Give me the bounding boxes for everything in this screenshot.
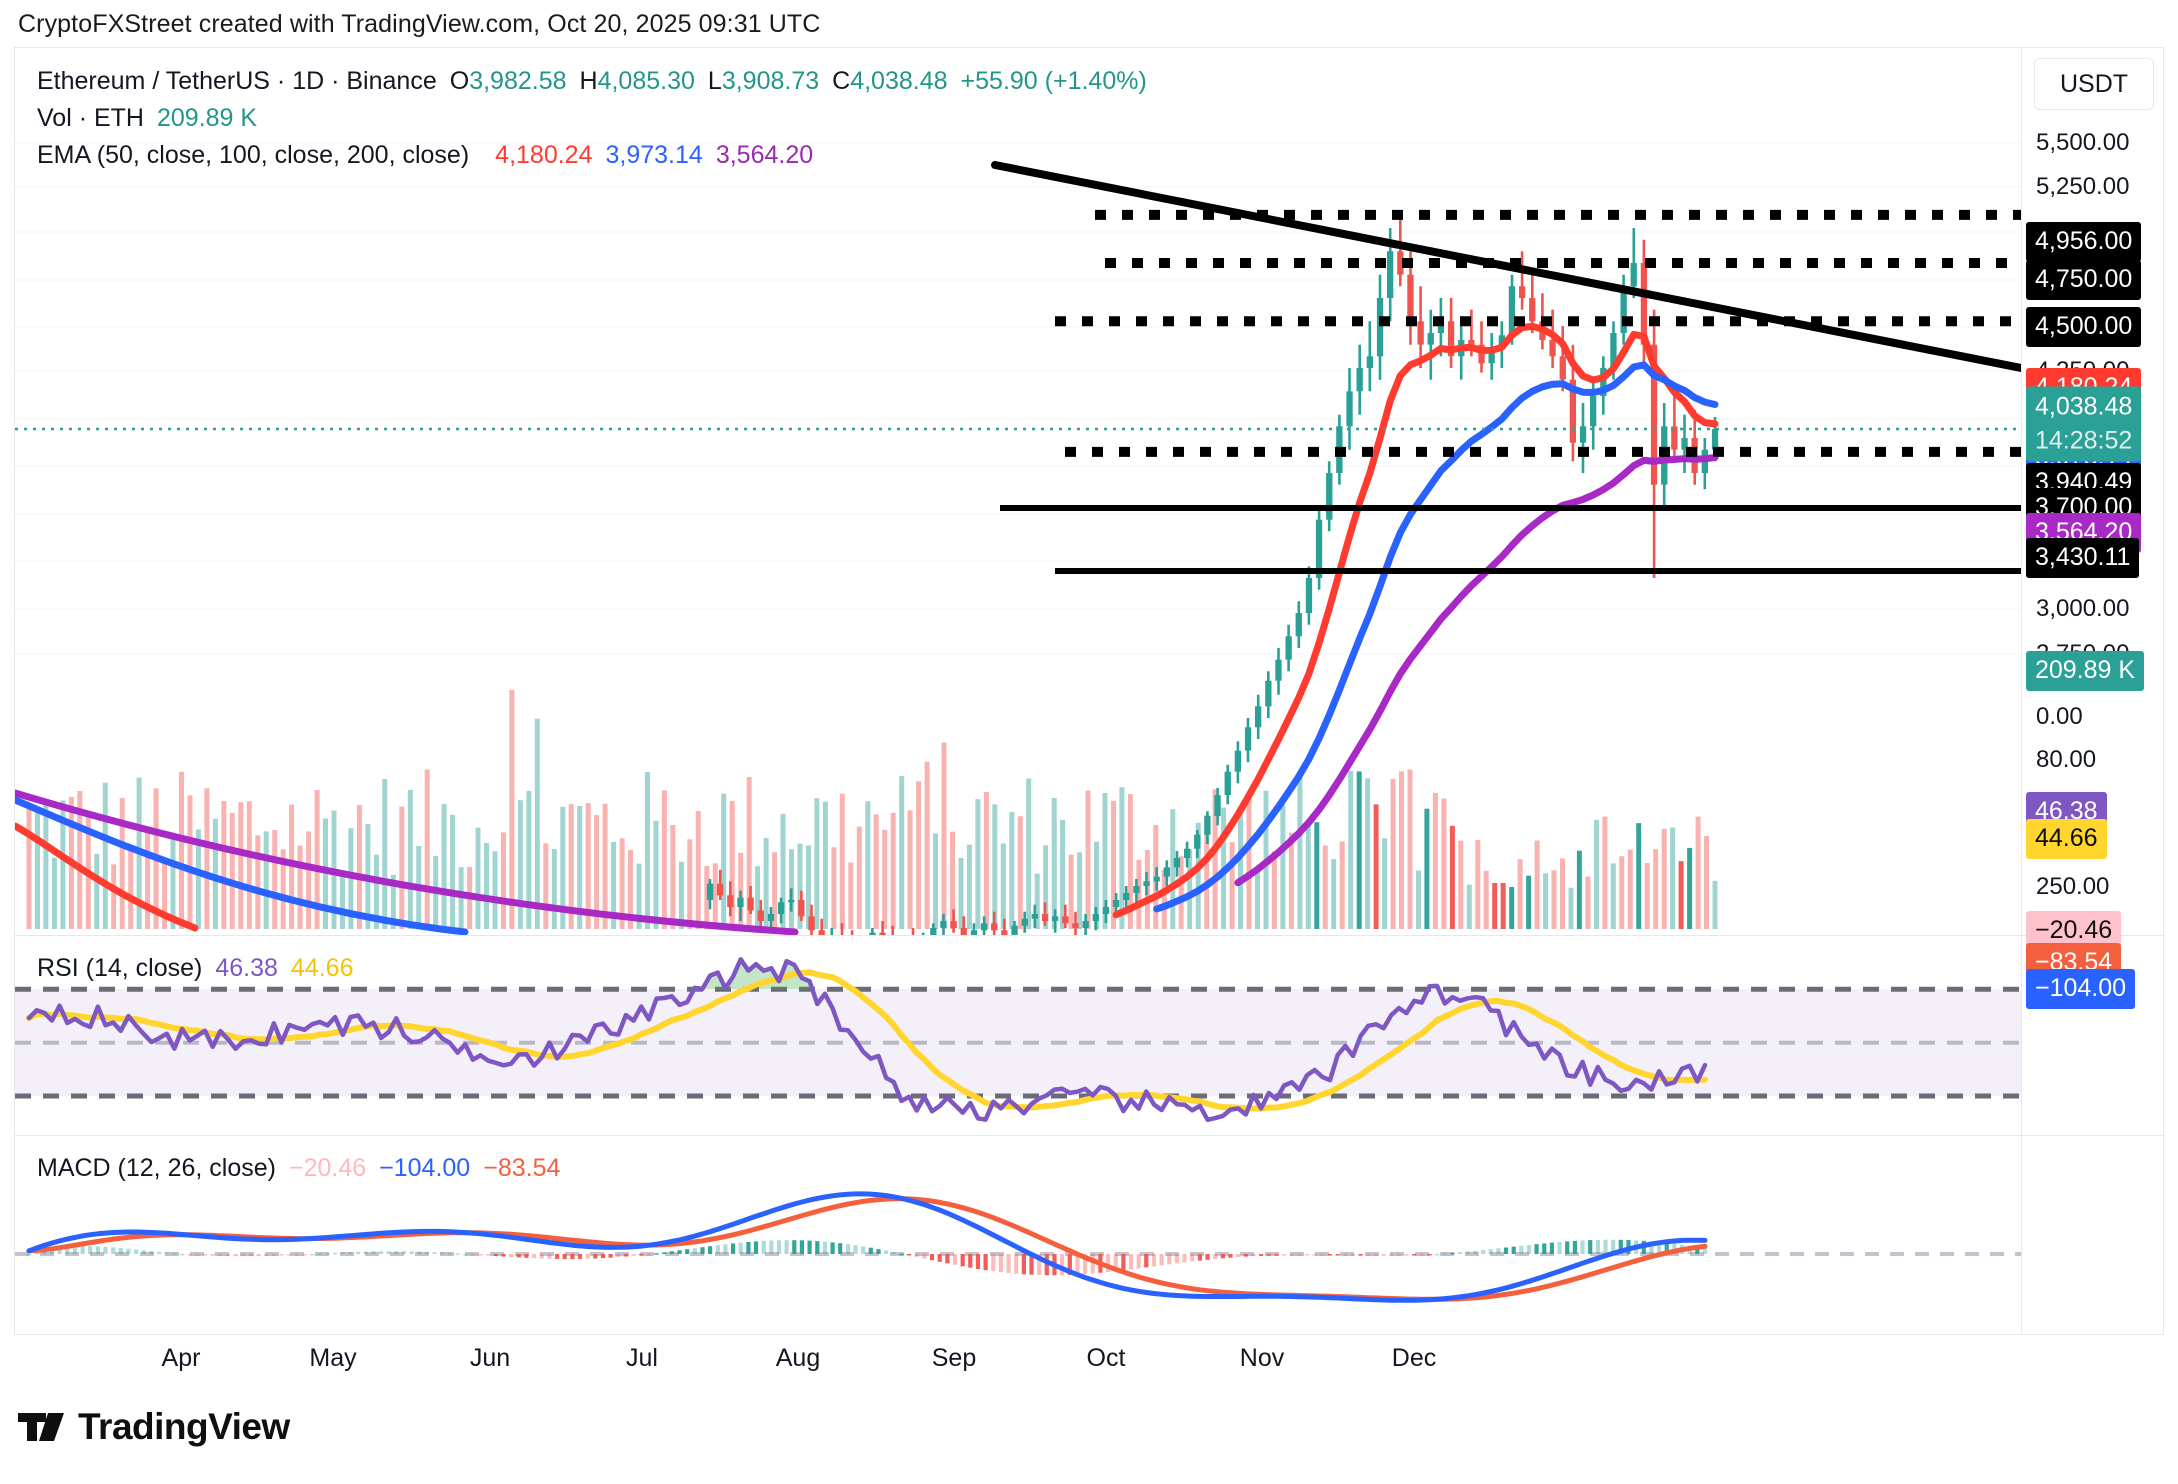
tradingview-logo-icon (18, 1407, 64, 1447)
price-candlestick-svg (15, 142, 2021, 935)
time-axis-label: Apr (161, 1344, 201, 1372)
rsi-plot-area[interactable] (15, 936, 2021, 1135)
price-tick-label: 5,250.00 (2036, 173, 2130, 200)
macd-histogram (26, 1239, 1708, 1276)
price-badge: 4,500.00 (2026, 307, 2142, 347)
macd-lines (26, 1191, 1708, 1303)
last-price-value: 4,038.48 (2035, 392, 2133, 421)
macd-plot-area[interactable] (15, 1136, 2021, 1335)
price-badge: 3,430.11 (2026, 538, 2140, 578)
volume-ema-lines (15, 789, 799, 935)
price-axis[interactable]: USDT 5,500.005,250.005,000.004,750.004,5… (2021, 48, 2164, 935)
rsi-pane[interactable]: 80.00 46.38 44.66 RSI (14, close) 46.38 44.… (15, 746, 2164, 1135)
price-plot-area[interactable] (15, 48, 2021, 935)
time-axis-label: Nov (1239, 1344, 1285, 1372)
last-price-badge: 4,038.48 14:28:52 (2026, 386, 2142, 462)
rsi-band (15, 986, 2021, 1099)
time-axis-label: Jun (469, 1344, 511, 1372)
volume-zero-label: 0.00 (2036, 703, 2083, 730)
rsi-axis[interactable]: 80.00 46.38 44.66 (2021, 746, 2164, 1135)
tradingview-footer: TradingView (18, 1406, 290, 1448)
volume-badge: 209.89 K (2026, 651, 2145, 691)
macd-pane[interactable]: 250.00 −20.46 −83.54 −104.00 MACD (12, 26,… (15, 873, 2164, 1335)
candlesticks (706, 216, 1719, 935)
currency-chip[interactable]: USDT (2034, 58, 2154, 110)
attribution-text: CryptoFXStreet created with TradingView.… (18, 10, 821, 38)
price-badge: −104.00 (2026, 969, 2136, 1009)
rsi-svg (15, 957, 2021, 1123)
price-badge: 44.66 (2026, 819, 2107, 859)
time-axis[interactable]: Apr May Jun Jul Aug Sep Oct Nov Dec (14, 1336, 2164, 1398)
time-axis-label: Oct (1086, 1344, 1126, 1372)
price-tick-label: 3,000.00 (2036, 595, 2130, 622)
price-tick-label: 80.00 (2036, 746, 2097, 773)
rsi-lines (26, 957, 1708, 1123)
price-tick-label: 250.00 (2036, 873, 2110, 900)
ema-lines (1112, 322, 1719, 919)
price-badge: 4,956.00 (2026, 222, 2142, 262)
price-badge: 4,750.00 (2026, 260, 2142, 300)
macd-axis[interactable]: 250.00 −20.46 −83.54 −104.00 (2021, 873, 2164, 1335)
horizontal-level-lines (1000, 209, 2021, 574)
time-axis-label: Sep (931, 1344, 977, 1372)
chart-frame: USDT 5,500.005,250.005,000.004,750.004,5… (14, 47, 2164, 1335)
time-axis-label: May (309, 1344, 357, 1372)
bar-countdown: 14:28:52 (2035, 426, 2133, 455)
price-pane[interactable]: USDT 5,500.005,250.005,000.004,750.004,5… (15, 48, 2163, 935)
tradingview-wordmark: TradingView (78, 1406, 290, 1447)
time-axis-label: Jul (626, 1344, 658, 1372)
horizontal-gridlines (15, 142, 2021, 655)
trendline (991, 161, 2021, 372)
price-tick-label: 5,500.00 (2036, 129, 2130, 156)
macd-svg (15, 1191, 2021, 1303)
volume-bars (26, 690, 1718, 929)
time-axis-label: Dec (1391, 1344, 1437, 1372)
time-axis-label: Aug (775, 1344, 821, 1372)
